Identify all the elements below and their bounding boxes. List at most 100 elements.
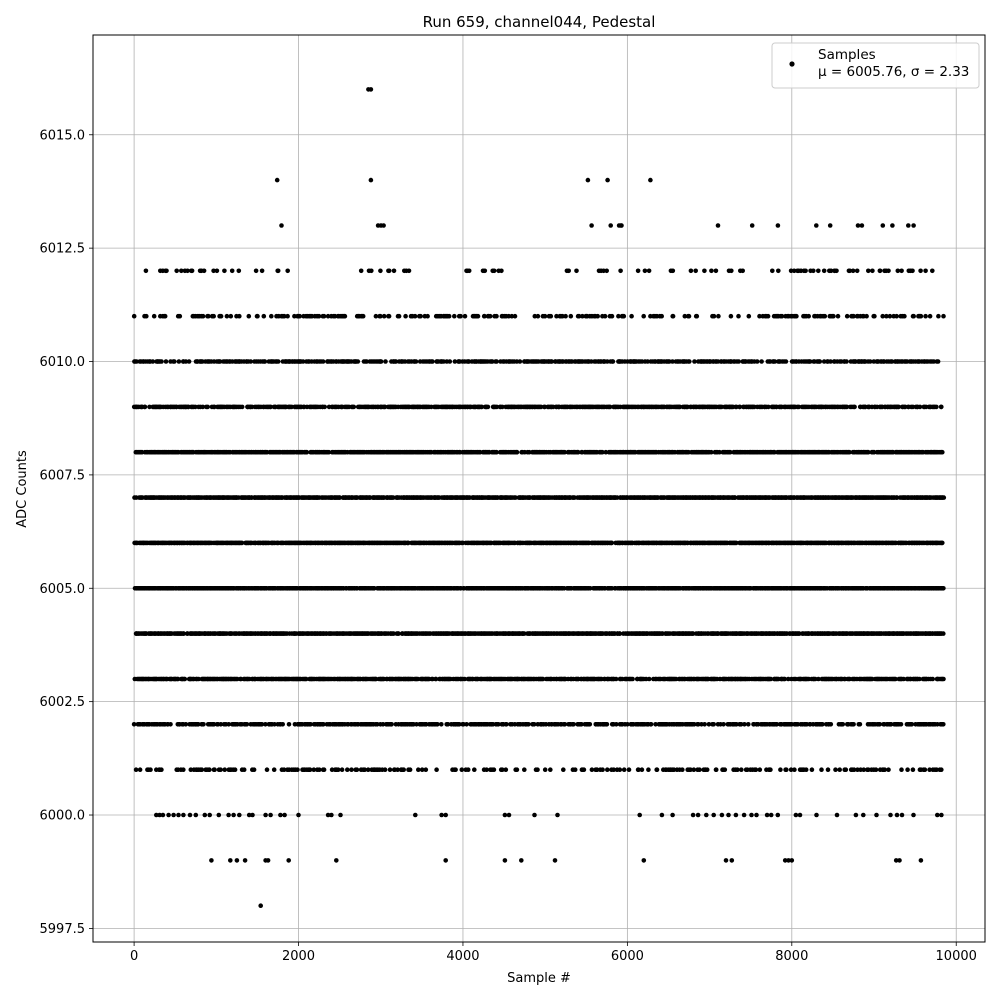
data-point <box>594 767 600 772</box>
data-point <box>648 722 654 727</box>
data-point <box>680 767 685 772</box>
data-point <box>335 767 341 772</box>
data-point <box>462 676 467 682</box>
data-point <box>540 676 546 682</box>
data-point <box>542 767 548 772</box>
data-point <box>496 722 501 727</box>
data-point <box>851 767 857 772</box>
data-point <box>349 767 354 772</box>
data-point <box>531 722 537 727</box>
data-point <box>825 767 831 772</box>
data-point <box>196 722 201 727</box>
data-point <box>587 722 593 727</box>
data-point <box>857 722 863 727</box>
data-point <box>142 404 148 410</box>
data-point <box>735 767 740 772</box>
data-point <box>690 631 696 636</box>
data-point <box>571 722 576 727</box>
data-point <box>503 767 509 772</box>
data-point <box>491 767 497 772</box>
data-point <box>196 676 201 682</box>
data-point <box>182 676 188 682</box>
data-point <box>168 722 173 727</box>
data-point <box>251 767 257 772</box>
data-point <box>941 586 946 591</box>
data-point <box>742 722 747 727</box>
data-point <box>207 767 212 772</box>
data-point <box>416 767 421 772</box>
data-point <box>621 767 627 772</box>
data-point <box>303 676 309 682</box>
data-point <box>816 676 821 682</box>
data-point <box>843 767 849 772</box>
data-point <box>940 449 945 455</box>
data-point <box>917 676 922 682</box>
data-point <box>453 767 458 772</box>
data-point <box>589 767 595 772</box>
data-point <box>445 722 451 727</box>
data-point <box>704 767 710 772</box>
data-point <box>613 676 619 682</box>
data-point <box>317 767 322 772</box>
data-point <box>272 722 277 727</box>
data-point <box>423 767 429 772</box>
data-point <box>604 722 610 727</box>
data-point <box>778 767 783 772</box>
data-point <box>617 767 623 772</box>
data-point <box>722 767 728 772</box>
data-point <box>803 767 809 772</box>
data-point <box>905 767 910 772</box>
data-point <box>899 767 904 772</box>
data-point <box>308 722 313 727</box>
data-point <box>572 767 578 772</box>
data-point <box>646 676 652 682</box>
data-point <box>753 767 759 772</box>
data-point <box>434 767 439 772</box>
data-point <box>713 767 719 772</box>
data-point <box>636 767 641 772</box>
data-point <box>222 767 227 772</box>
data-point <box>362 767 368 772</box>
data-point <box>271 767 277 772</box>
data-point <box>840 722 846 727</box>
data-point <box>281 767 287 772</box>
data-point <box>654 767 660 772</box>
data-point <box>893 676 898 682</box>
data-point <box>264 767 270 772</box>
data-point <box>396 631 401 636</box>
data-point <box>131 722 137 727</box>
data-point <box>244 722 250 727</box>
data-point <box>706 722 712 727</box>
data-point <box>414 722 419 727</box>
data-point <box>873 767 879 772</box>
data-point <box>433 676 439 682</box>
data-point <box>321 767 327 772</box>
data-point <box>768 767 773 772</box>
data-point <box>774 722 780 727</box>
data-point <box>159 767 164 772</box>
data-point <box>630 676 635 682</box>
data-point <box>581 767 587 772</box>
data-point <box>183 722 189 727</box>
chart-title: Run 659, channel044, Pedestal <box>423 13 656 31</box>
data-point <box>561 767 566 772</box>
data-point <box>280 722 286 727</box>
data-point <box>820 722 825 727</box>
data-point <box>886 767 891 772</box>
data-point <box>365 767 371 772</box>
data-point <box>792 767 797 772</box>
data-point <box>526 722 531 727</box>
data-point <box>877 722 882 727</box>
data-point <box>941 722 946 727</box>
data-point <box>218 722 224 727</box>
data-point <box>782 676 787 682</box>
data-point <box>828 722 834 727</box>
data-point <box>639 767 645 772</box>
data-point <box>311 767 317 772</box>
data-point <box>617 631 623 636</box>
data-point <box>514 449 520 455</box>
data-point <box>691 722 697 727</box>
data-point <box>930 676 935 682</box>
data-point <box>605 767 610 772</box>
